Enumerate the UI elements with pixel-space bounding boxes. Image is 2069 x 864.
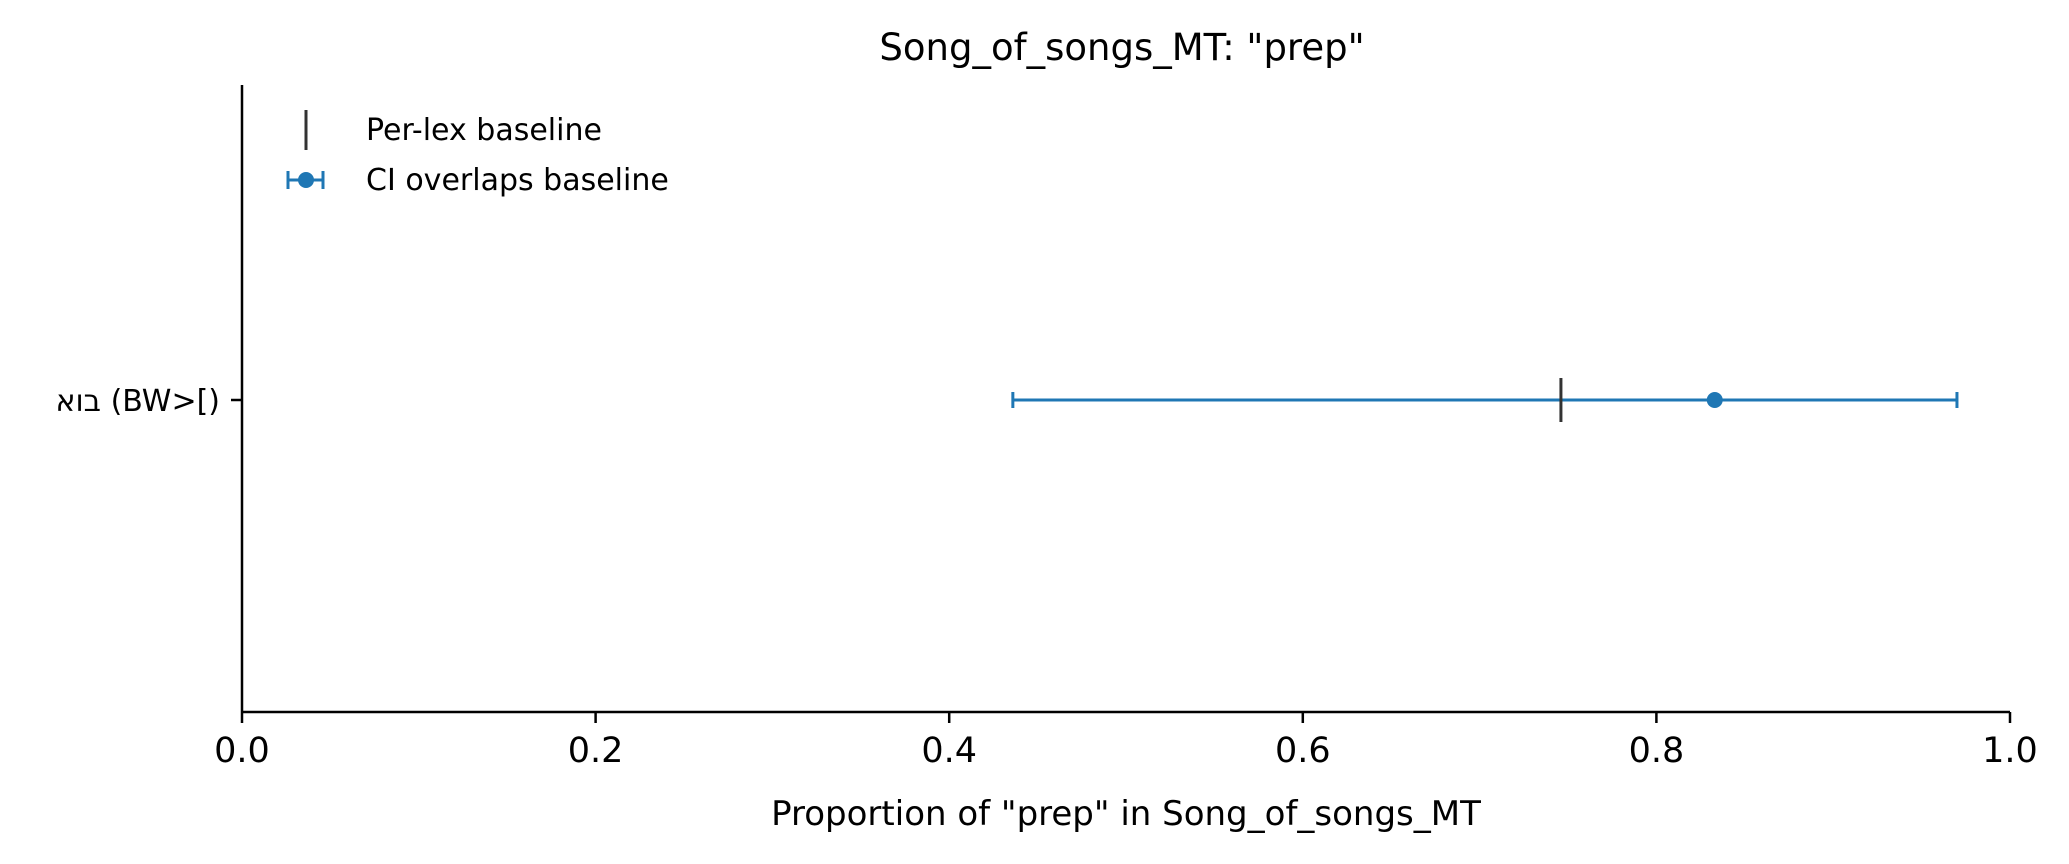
legend-label-baseline: Per-lex baseline xyxy=(366,113,602,148)
y-tick-label: בוא (BW>[) xyxy=(55,384,220,419)
x-tick-label: 0.6 xyxy=(1275,731,1331,771)
y-axis-ticks: בוא (BW>[) xyxy=(55,384,242,419)
x-axis-label: Proportion of "prep" in Song_of_songs_MT xyxy=(771,794,1481,834)
data-point xyxy=(1706,392,1723,408)
legend-errorbar-marker xyxy=(286,171,325,189)
x-tick-label: 0.2 xyxy=(568,731,624,771)
x-tick-label: 1.0 xyxy=(1982,731,2038,771)
x-tick-label: 0.0 xyxy=(214,731,270,771)
chart-title: Song_of_songs_MT: "prep" xyxy=(879,26,1364,69)
legend-label-ci: CI overlaps baseline xyxy=(366,163,669,198)
x-axis-ticks: 0.0 0.2 0.4 0.6 0.8 1.0 xyxy=(214,712,2038,771)
x-tick-label: 0.4 xyxy=(921,731,977,771)
plot-marks xyxy=(1011,378,1959,422)
x-tick-label: 0.8 xyxy=(1629,731,1685,771)
legend: Per-lex baseline CI overlaps baseline xyxy=(286,110,669,198)
